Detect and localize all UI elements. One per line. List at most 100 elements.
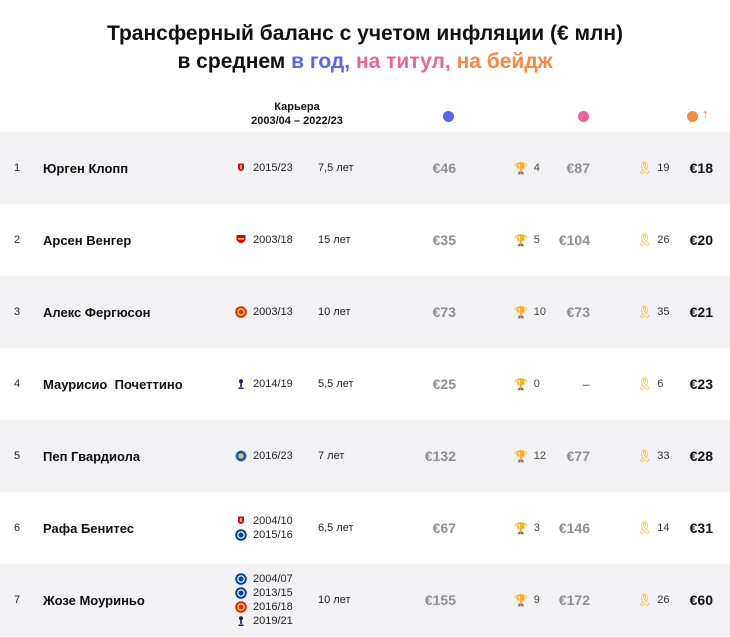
ribbon-icon: 🎗 — [637, 449, 653, 463]
manager-name: Жозе Моуриньо — [43, 592, 145, 608]
arsenal-crest-icon — [235, 234, 247, 246]
trophy-count-value: 10 — [533, 306, 546, 318]
balance-per-title: – — [582, 376, 590, 392]
man-city-crest-icon — [235, 450, 247, 462]
badge-count-value: 26 — [657, 234, 670, 246]
badge-count-value: 35 — [657, 306, 670, 318]
career-stint: 2003/18 — [235, 233, 293, 247]
career-stints: 2003/18 — [235, 204, 315, 276]
trophy-count-value: 9 — [533, 594, 540, 606]
stint-period: 2015/23 — [253, 162, 293, 174]
balance-per-year: €155 — [424, 592, 456, 608]
title-per-year: в год, — [291, 50, 351, 73]
career-stint: 2015/23 — [235, 161, 293, 175]
trophy-icon: 🏆 — [514, 522, 528, 535]
balance-per-badge: €28 — [689, 448, 713, 464]
badge-count: 🎗 33 — [637, 420, 673, 492]
stint-period: 2019/21 — [253, 615, 293, 627]
per-title-dot-icon — [578, 111, 589, 122]
balance-per-title: €87 — [566, 160, 590, 176]
table-row: 6 Рафа Бенитес 2004/10 2015/16 6,5 лет €67 🏆 3 €… — [0, 492, 730, 564]
balance-per-title: €73 — [566, 304, 590, 320]
balance-per-title: €146 — [558, 520, 590, 536]
table-row: 4 Маурисио Почеттино 2014/19 5,5 лет €25 🏆 0– 🎗… — [0, 348, 730, 420]
balance-per-year: €67 — [432, 520, 456, 536]
career-stint: 2015/16 — [235, 528, 293, 542]
trophy-count: 🏆 10 — [514, 276, 548, 348]
career-stint: 2014/19 — [235, 377, 293, 391]
ribbon-icon: 🎗 — [637, 233, 653, 247]
manager-name: Маурисио Почеттино — [43, 376, 183, 392]
balance-per-title: €172 — [558, 592, 590, 608]
balance-per-badge: €31 — [689, 520, 713, 536]
career-stint: 2016/18 — [235, 600, 293, 614]
career-stints: 2003/13 — [235, 276, 315, 348]
trophy-icon: 🏆 — [514, 450, 528, 463]
career-stint: 2004/07 — [235, 572, 293, 586]
badge-count: 🎗 35 — [637, 276, 673, 348]
man-united-crest-icon — [235, 306, 247, 318]
balance-per-badge: €23 — [689, 376, 713, 392]
rank: 4 — [14, 378, 21, 390]
table-row: 7 Жозе Моуриньо 2004/07 2013/15 2016/18 2019/… — [0, 564, 730, 636]
manager-name: Алекс Фергюсон — [43, 304, 151, 320]
trophy-count: 🏆 4 — [514, 132, 548, 204]
balance-per-badge: €21 — [689, 304, 713, 320]
table-row: 1 Юрген Клопп 2015/23 7,5 лет €46 🏆 4 €87 🎗 19 €18 — [0, 132, 730, 204]
tenure-years: 7,5 лет — [318, 162, 354, 174]
badge-count: 🎗 26 — [637, 204, 673, 276]
tenure-years: 7 лет — [318, 450, 345, 462]
trophy-count-value: 12 — [533, 450, 546, 462]
balance-per-year: €132 — [424, 448, 456, 464]
career-label: Карьера — [274, 101, 320, 113]
tenure-years: 5,5 лет — [318, 378, 354, 390]
manager-name: Арсен Венгер — [43, 232, 132, 248]
career-stint: 2003/13 — [235, 305, 293, 319]
trophy-icon: 🏆 — [514, 234, 528, 247]
stint-period: 2004/10 — [253, 515, 293, 527]
badge-count: 🎗 14 — [637, 492, 673, 564]
stint-period: 2016/23 — [253, 450, 293, 462]
ribbon-icon: 🎗 — [637, 377, 653, 391]
trophy-icon: 🏆 — [514, 306, 528, 319]
balance-per-year: €73 — [432, 304, 456, 320]
man-united-crest-icon — [235, 601, 247, 613]
balance-per-badge: €60 — [689, 592, 713, 608]
rank: 2 — [14, 234, 21, 246]
trophy-count-value: 5 — [533, 234, 540, 246]
sort-arrow-icon: ↑ — [702, 106, 709, 121]
table-row: 2 Арсен Венгер 2003/18 15 лет €35 🏆 5 €104 🎗 26 €2… — [0, 204, 730, 276]
title-prefix: в среднем — [177, 50, 292, 73]
manager-name: Юрген Клопп — [43, 160, 129, 176]
ribbon-icon: 🎗 — [637, 161, 653, 175]
balance-per-badge: €20 — [689, 232, 713, 248]
title-line-2: в среднем в год, на титул, на бейдж — [0, 48, 730, 76]
badge-count-value: 6 — [657, 378, 664, 390]
trophy-count-value: 0 — [533, 378, 540, 390]
career-stint: 2004/10 — [235, 514, 293, 528]
stint-period: 2013/15 — [253, 587, 293, 599]
balance-per-year: €46 — [432, 160, 456, 176]
balance-per-year: €35 — [432, 232, 456, 248]
badge-count: 🎗 6 — [637, 348, 673, 420]
ribbon-icon: 🎗 — [637, 521, 653, 535]
rank: 3 — [14, 306, 21, 318]
manager-name: Пеп Гвардиола — [43, 448, 141, 464]
rank: 6 — [14, 522, 21, 534]
per-badge-dot-icon — [687, 111, 698, 122]
liverpool-crest-icon — [235, 515, 247, 527]
badge-count-value: 14 — [657, 522, 670, 534]
trophy-count: 🏆 12 — [514, 420, 548, 492]
stint-period: 2014/19 — [253, 378, 293, 390]
ribbon-icon: 🎗 — [637, 305, 653, 319]
ribbon-icon: 🎗 — [637, 593, 653, 607]
tottenham-crest-icon — [235, 378, 247, 390]
liverpool-crest-icon — [235, 162, 247, 174]
tenure-years: 15 лет — [318, 234, 351, 246]
badge-count-value: 26 — [657, 594, 670, 606]
table-row: 3 Алекс Фергюсон 2003/13 10 лет €73 🏆 10 €73 🎗 35… — [0, 276, 730, 348]
chelsea-crest-icon — [235, 587, 247, 599]
per-year-dot-icon — [443, 111, 454, 122]
balance-per-badge: €18 — [689, 160, 713, 176]
stint-period: 2003/18 — [253, 234, 293, 246]
